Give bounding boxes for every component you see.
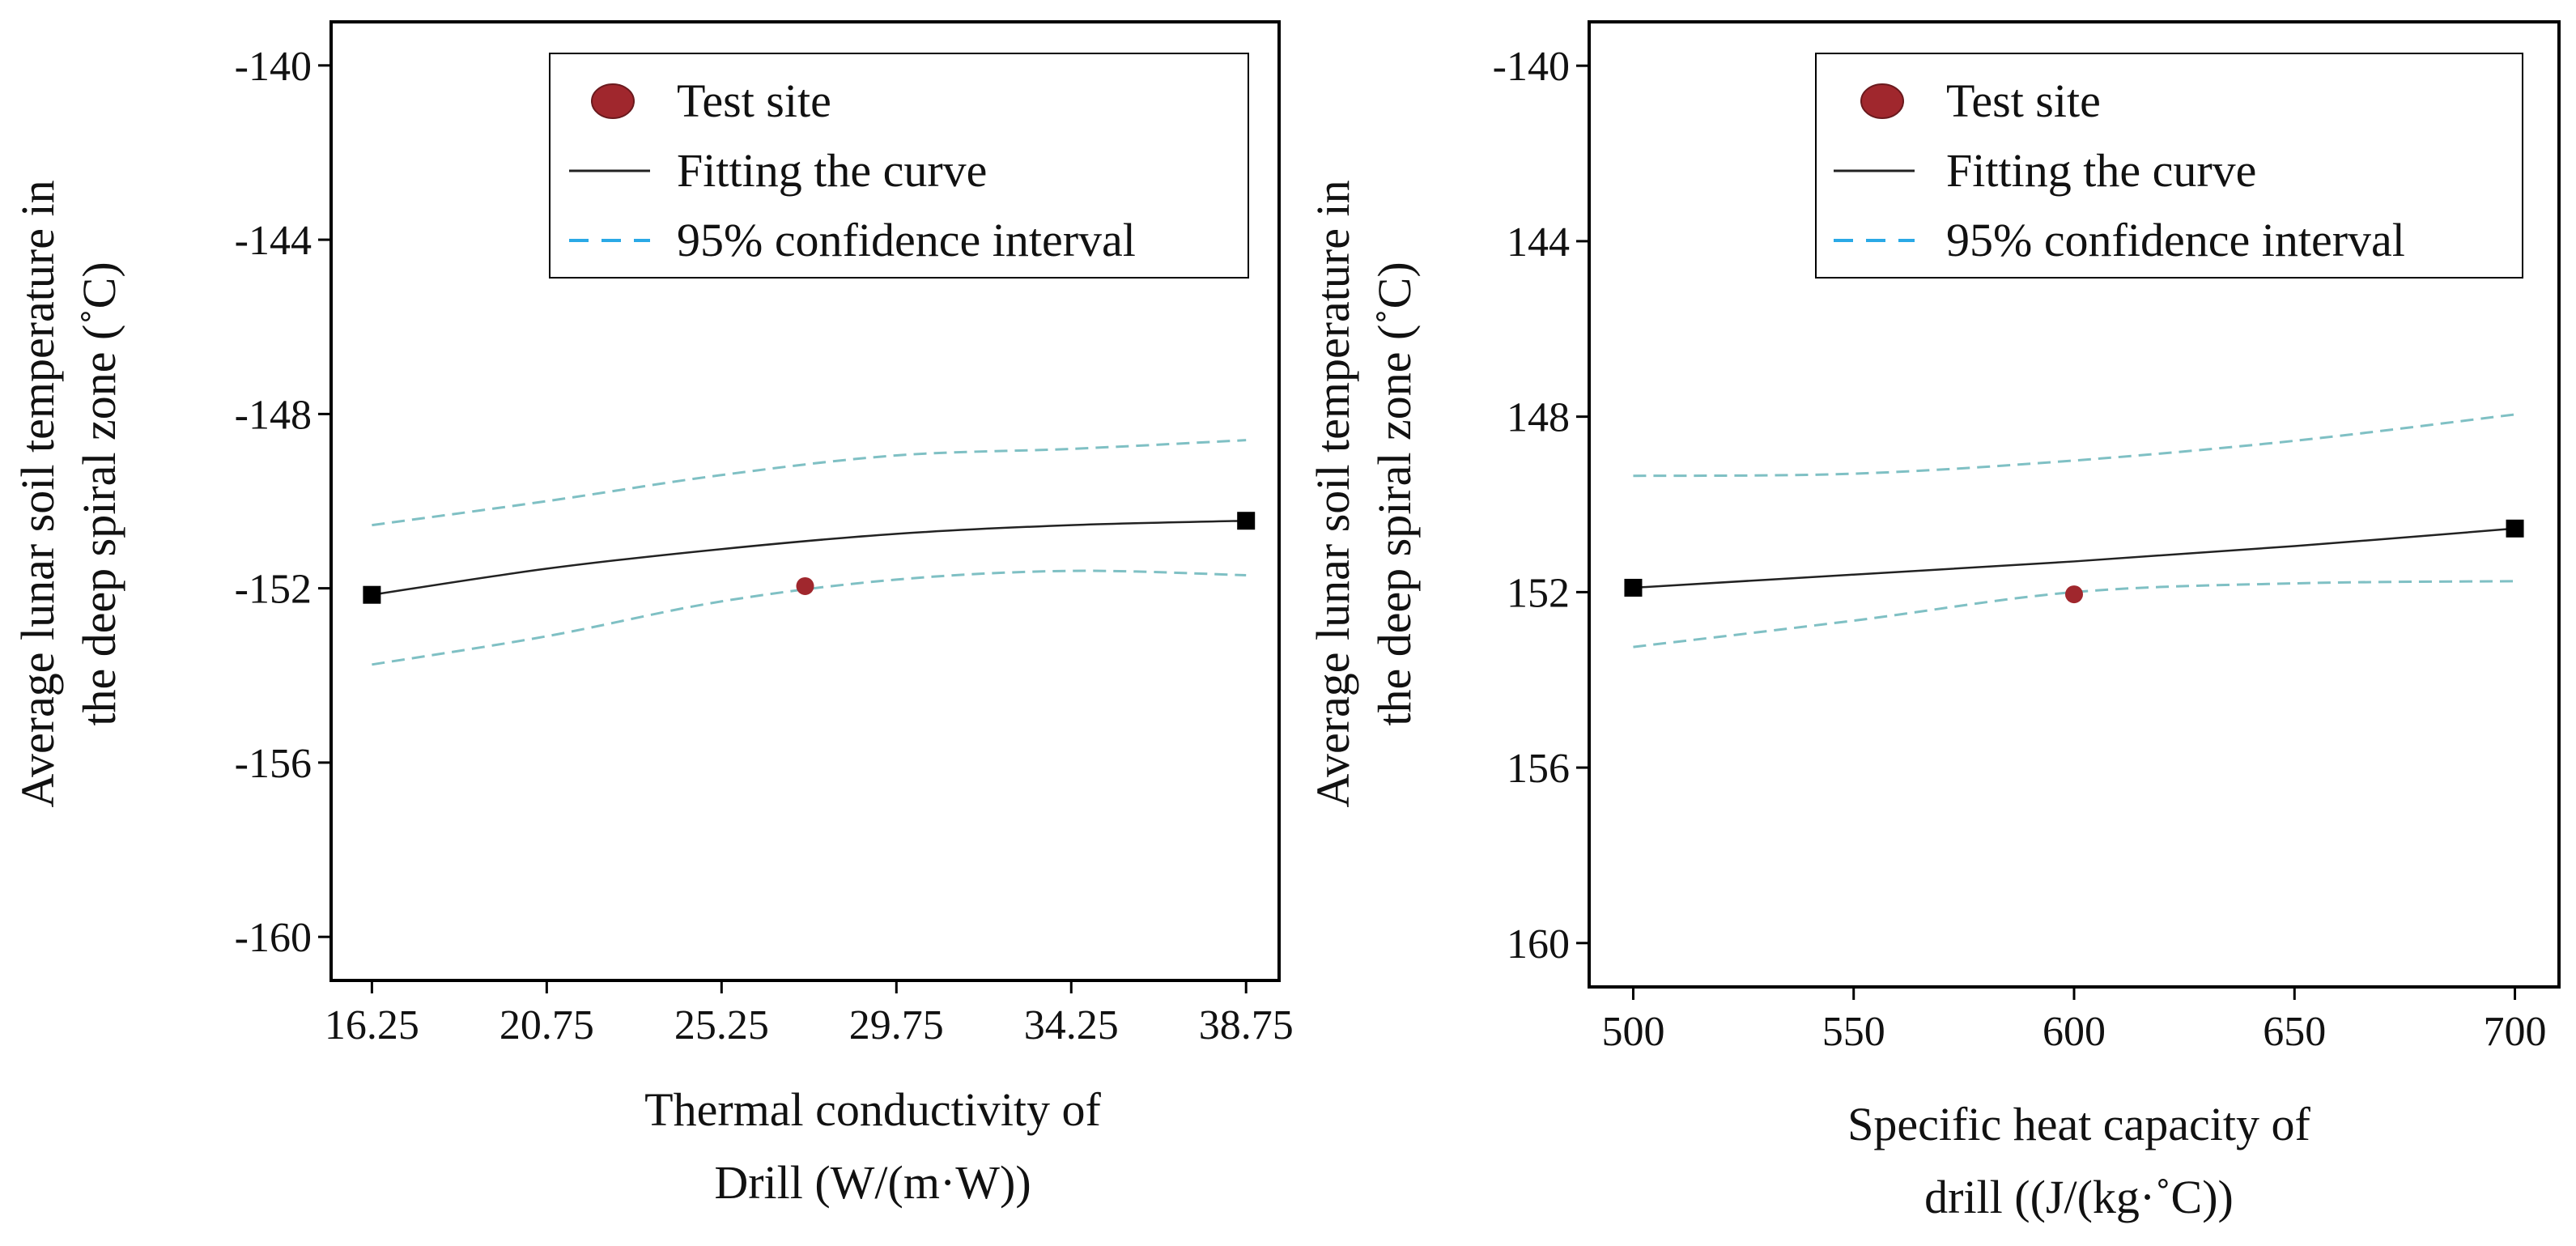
x-axis-label-line2: drill ((J/(kg·˚C)) (1924, 1171, 2234, 1223)
x-tick-label: 650 (2263, 1009, 2326, 1055)
x-tick-label: 16.25 (325, 1002, 419, 1048)
tick-marks (1576, 64, 2517, 1000)
x-axis-label-line1: Thermal conductivity of (644, 1083, 1101, 1136)
y-tick-label: 160 (1507, 921, 1570, 967)
y-tick-label: -156 (235, 741, 312, 787)
y-tick-label: -144 (235, 218, 312, 264)
endpoint-marker (1624, 578, 1643, 597)
endpoint-marker (363, 585, 381, 604)
y-axis-label-line2: the deep spiral zone (˚C) (1368, 262, 1421, 725)
y-axis-label-line1: Average lunar soil temperature in (11, 180, 64, 807)
legend-box (1815, 53, 2523, 279)
plot-frame (1588, 20, 2561, 989)
endpoint-marker (2506, 519, 2524, 538)
legend-ci-label: 95% confidence interval (677, 214, 1136, 266)
y-tick-label: -152 (235, 567, 312, 613)
legend-test-site-label: Test site (1946, 74, 2101, 127)
x-tick-label: 34.25 (1024, 1002, 1119, 1048)
y-tick-labels: -140 -144 -148 -152 -156 -160 (235, 44, 312, 961)
y-tick-label: 152 (1507, 570, 1570, 616)
legend-ci-label: 95% confidence interval (1946, 214, 2405, 266)
endpoint-marker (1237, 512, 1256, 530)
tick-marks (318, 64, 1248, 993)
x-tick-label: 500 (1601, 1009, 1664, 1055)
x-tick-label: 25.25 (674, 1002, 769, 1048)
y-axis-label-line2: the deep spiral zone (˚C) (73, 262, 125, 725)
x-tick-label: 700 (2484, 1009, 2547, 1055)
fit-curve (372, 519, 1247, 596)
y-tick-label: 156 (1507, 746, 1570, 792)
chart-right: Average lunar soil temperature in the de… (1307, 20, 2561, 1223)
legend-test-site-marker (591, 83, 635, 119)
x-tick-label: 29.75 (849, 1002, 944, 1048)
plot-frame (329, 20, 1281, 982)
chart-left: Average lunar soil temperature in the de… (11, 20, 1294, 1209)
x-tick-label: 550 (1822, 1009, 1885, 1055)
fit-curve (1633, 527, 2515, 589)
y-tick-label: -148 (235, 392, 312, 438)
ci-upper-curve (1633, 413, 2515, 478)
y-tick-label: 144 (1507, 219, 1570, 266)
x-tick-labels: 16.25 20.75 25.25 29.75 34.25 38.75 (325, 1002, 1294, 1048)
ci-lower-curve (372, 569, 1247, 666)
legend-test-site-label: Test site (677, 74, 831, 127)
x-axis-label-line1: Specific heat capacity of (1847, 1098, 2310, 1150)
x-tick-label: 600 (2043, 1009, 2106, 1055)
legend-box (549, 53, 1249, 279)
y-axis-label-line1: Average lunar soil temperature in (1307, 180, 1359, 807)
x-tick-labels: 500 550 600 650 700 (1601, 1009, 2546, 1055)
legend: Test site Fitting the curve 95% confiden… (1815, 53, 2523, 279)
legend-test-site-marker (1860, 83, 1904, 119)
legend: Test site Fitting the curve 95% confiden… (549, 53, 1249, 279)
ci-upper-curve (372, 439, 1247, 527)
y-tick-labels: -140 144 148 152 156 160 (1493, 44, 1570, 967)
test-site-point (796, 576, 814, 595)
x-tick-label: 38.75 (1199, 1002, 1294, 1048)
ci-lower-curve (1633, 580, 2515, 649)
y-tick-label: -140 (1493, 44, 1570, 90)
test-site-point (2065, 585, 2083, 604)
legend-fit-label: Fitting the curve (677, 144, 987, 197)
x-tick-label: 20.75 (499, 1002, 594, 1048)
y-tick-label: -160 (235, 915, 312, 961)
y-tick-label: -140 (235, 44, 312, 90)
x-axis-label-line2: Drill (W/(m·W)) (714, 1156, 1031, 1209)
y-tick-label: 148 (1507, 395, 1570, 441)
legend-fit-label: Fitting the curve (1946, 144, 2256, 197)
